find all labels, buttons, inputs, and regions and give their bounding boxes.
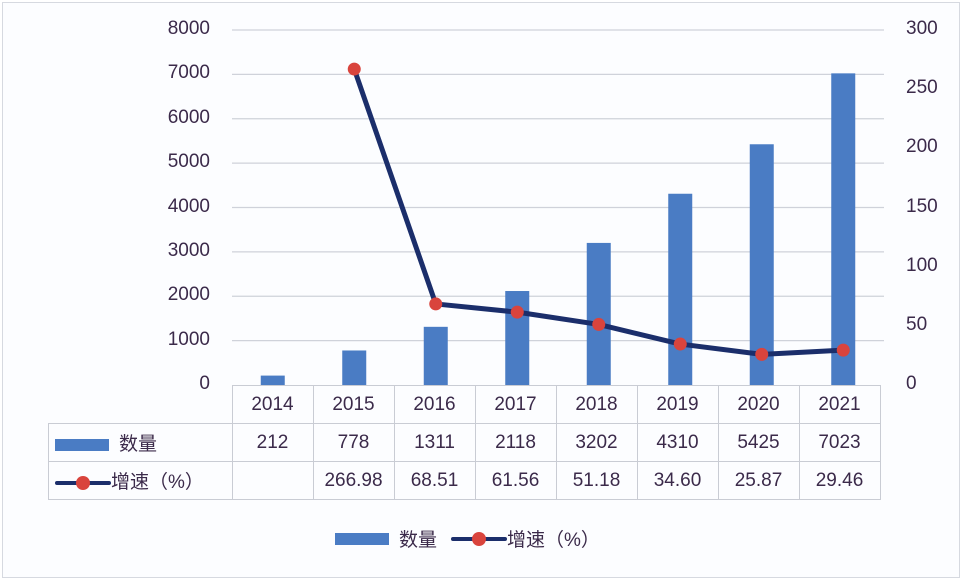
right-axis-tick: 300: [906, 18, 938, 39]
growth-marker: [673, 337, 687, 351]
left-axis-tick: 5000: [167, 151, 210, 173]
bar-2021: [831, 73, 856, 386]
right-axis-tick: 50: [906, 313, 928, 335]
table-cell: 2118: [474, 423, 557, 462]
year-cell: 2016: [393, 385, 476, 424]
year-cell: 2020: [717, 385, 800, 424]
data-table: 2014 2015 2016 2017 2018 2019 2020 2021 …: [48, 385, 881, 500]
growth-marker: [836, 343, 850, 357]
legend-item-growth: 增速（%）: [451, 525, 600, 552]
legend-item-count: 数量: [335, 525, 437, 552]
table-cell: 1311: [393, 423, 476, 462]
left-axis-tick: 3000: [167, 239, 210, 261]
year-cell: 2019: [636, 385, 719, 424]
bar-legend-icon: [335, 532, 389, 545]
table-cell: 34.60: [636, 461, 719, 500]
growth-marker: [592, 317, 606, 331]
bar-2019: [668, 193, 693, 385]
table-row-count: 数量 212 778 1311 2118 3202 4310 5425 7023: [48, 423, 881, 462]
bar-2016: [423, 326, 448, 385]
table-cell: 778: [312, 423, 395, 462]
table-cell: 212: [231, 423, 314, 462]
bar-2015: [342, 350, 367, 385]
bar-2018: [586, 242, 611, 385]
bar-2017: [505, 291, 530, 385]
table-cell: 25.87: [717, 461, 800, 500]
table-cell: 5425: [717, 423, 800, 462]
right-axis-tick: 250: [906, 77, 938, 99]
table-cell: [231, 461, 314, 500]
right-axis-tick: 150: [906, 195, 938, 217]
table-cell: 3202: [555, 423, 638, 462]
year-cell: 2021: [798, 385, 881, 424]
right-axis-tick: 200: [906, 136, 938, 158]
left-axis-tick: 6000: [167, 106, 210, 128]
year-cell: 2017: [474, 385, 557, 424]
table-cell: 61.56: [474, 461, 557, 500]
growth-marker: [347, 62, 361, 76]
line-legend-key-icon: [55, 475, 111, 490]
table-row-growth: 增速（%） 266.98 68.51 61.56 51.18 34.60 25.…: [48, 461, 881, 500]
year-cell: 2014: [231, 385, 314, 424]
chart-legend: 数量 增速（%）: [335, 525, 600, 552]
growth-marker: [510, 305, 524, 319]
row-label-count: 数量: [48, 423, 233, 462]
left-axis-tick: 4000: [167, 195, 210, 217]
table-cell: 51.18: [555, 461, 638, 500]
table-cell: 68.51: [393, 461, 476, 500]
year-cell: 2015: [312, 385, 395, 424]
right-axis-tick: 0: [906, 373, 917, 394]
right-axis-tick: 100: [906, 254, 938, 276]
table-cell: 7023: [798, 423, 881, 462]
table-cell: 4310: [636, 423, 719, 462]
table-cell: 29.46: [798, 461, 881, 500]
bar-2014: [260, 375, 285, 385]
year-cell: 2018: [555, 385, 638, 424]
left-axis-tick: 1000: [167, 328, 210, 350]
growth-marker: [755, 347, 769, 361]
growth-marker: [429, 297, 443, 311]
line-marker-legend-icon: [451, 531, 508, 546]
left-axis-tick: 2000: [167, 284, 210, 306]
bar-2020: [749, 144, 774, 385]
row-label-growth: 增速（%）: [48, 461, 233, 500]
bar-legend-key-icon: [55, 438, 109, 451]
left-axis-tick: 8000: [167, 18, 210, 39]
table-header-row: 2014 2015 2016 2017 2018 2019 2020 2021: [49, 385, 881, 424]
left-axis-tick: 7000: [167, 62, 210, 84]
left-axis-tick: 0: [199, 373, 210, 394]
table-cell: 266.98: [312, 461, 395, 500]
